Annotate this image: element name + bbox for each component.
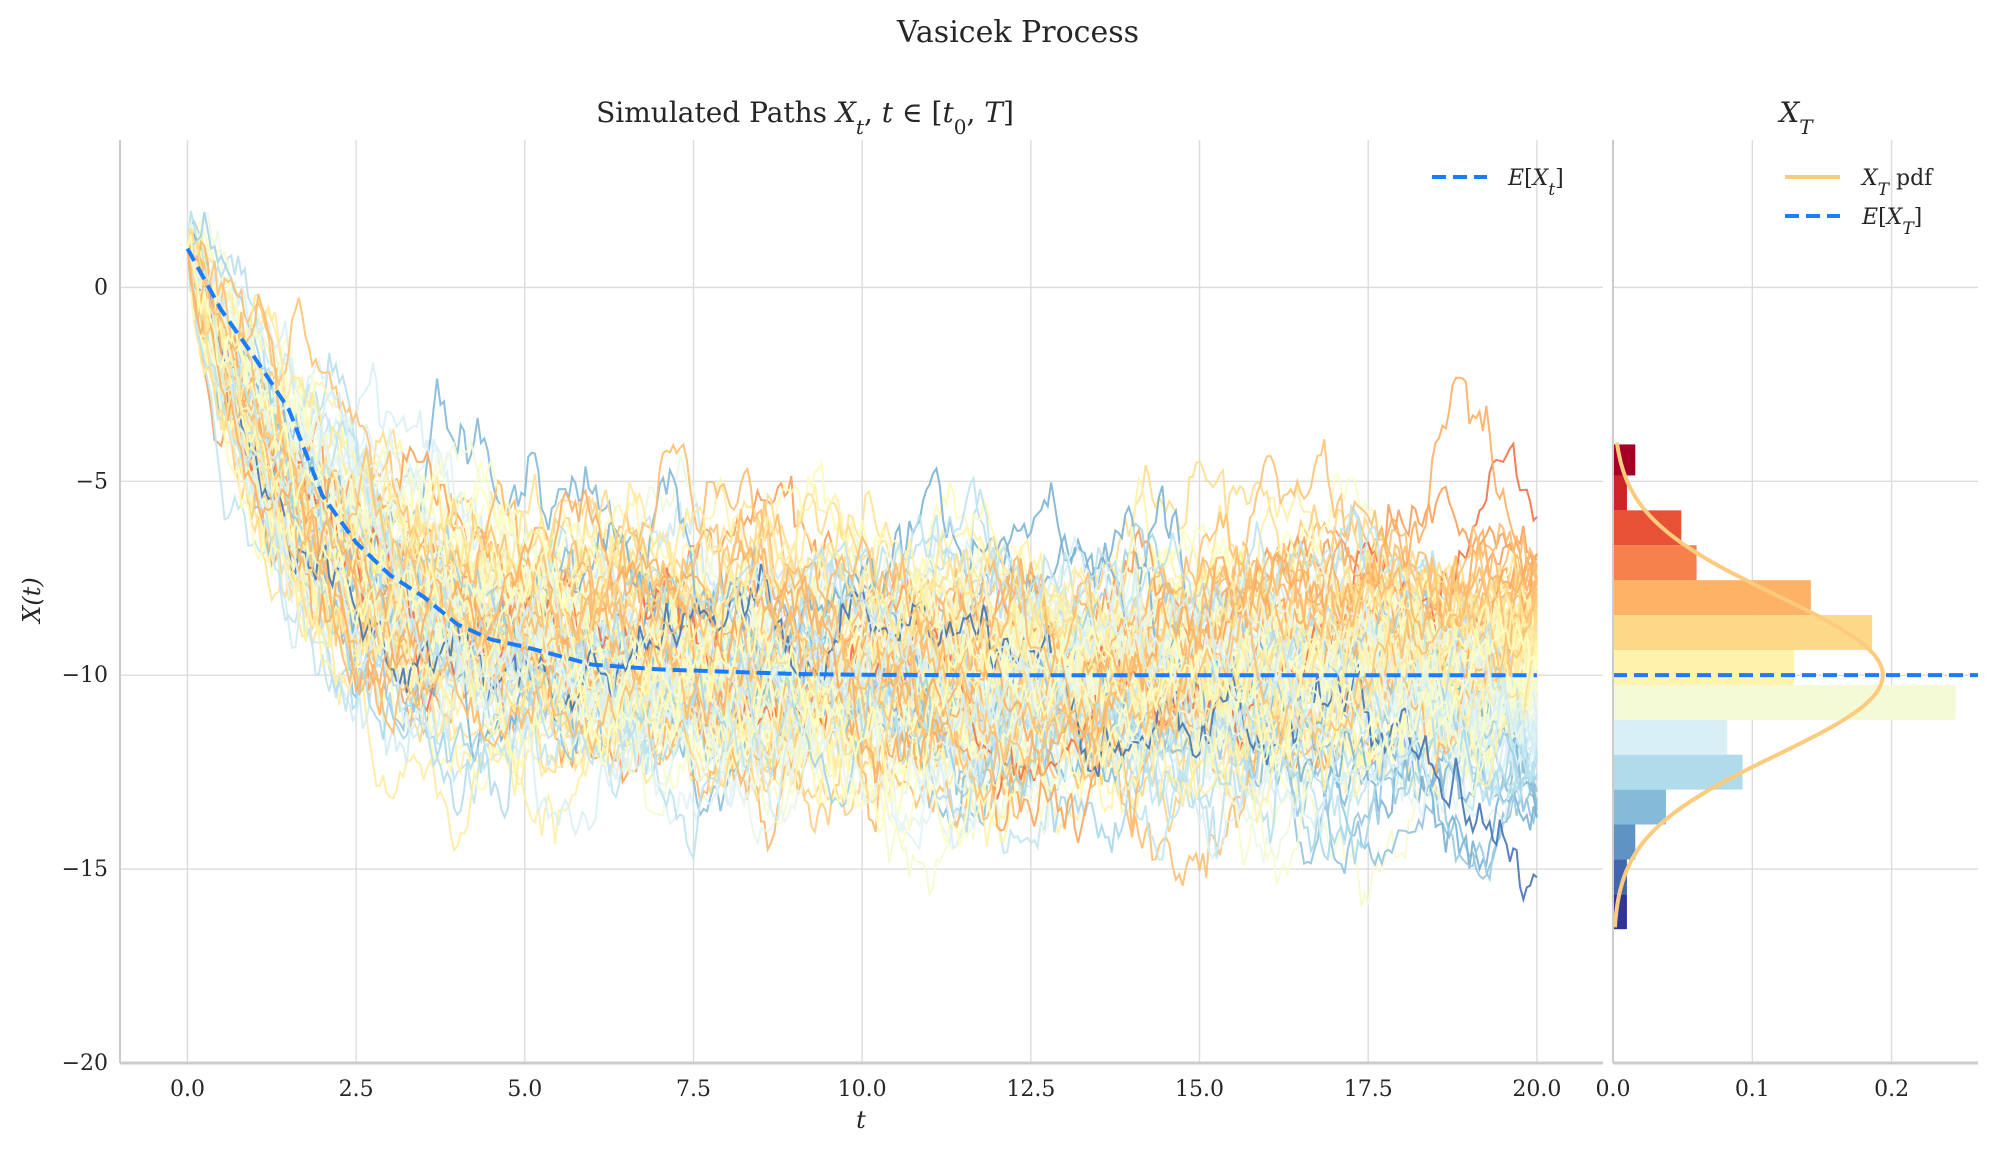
side-xtick-label: 0.1: [1735, 1077, 1770, 1102]
main-xtick-label: 5.0: [507, 1077, 542, 1102]
simulated-path: [186, 234, 1538, 815]
main-ylabel: X(t): [18, 577, 46, 624]
main-legend: E[Xt]: [1432, 166, 1564, 200]
main-xtick-label: 20.0: [1512, 1077, 1561, 1102]
side-xtick-label: 0.2: [1874, 1077, 1909, 1102]
side-axes: [1612, 140, 1978, 1065]
main-ytick-label: −20: [62, 1051, 108, 1076]
histogram-bar: [1613, 615, 1873, 650]
main-xtick-label: 10.0: [838, 1077, 887, 1102]
legend-label: XT pdf: [1860, 166, 1934, 200]
main-ytick-label: −5: [76, 469, 108, 494]
histogram-bar: [1613, 824, 1636, 860]
expected-value-path: [185, 247, 1537, 678]
simulated-path: [186, 248, 1538, 821]
main-xlabel: t: [856, 1106, 866, 1134]
main-xtick-label: 2.5: [339, 1077, 374, 1102]
expected-value-line: [185, 247, 1537, 678]
legend-label: E[XT]: [1861, 205, 1922, 239]
main-ytick-label: −15: [62, 857, 108, 882]
figure-suptitle: Vasicek Process: [896, 15, 1139, 50]
histogram-bar: [1613, 545, 1697, 581]
main-tick-labels: 0.0 2.5 5.0 7.5 10.0 12.5 15.0 17.5 20.0 0 −5 −10 −1…: [62, 275, 1562, 1102]
terminal-histogram: [1613, 444, 1956, 930]
simulated-paths: [186, 210, 1538, 907]
main-ytick-label: −10: [62, 663, 108, 688]
simulated-path: [186, 248, 1538, 755]
simulated-path: [186, 248, 1538, 804]
histogram-bar: [1613, 719, 1728, 755]
main-xtick-label: 15.0: [1175, 1077, 1224, 1102]
main-title: Simulated Paths Xt, t ∈ [t0, T]: [596, 96, 1014, 139]
simulated-paths-panel: 0.0 2.5 5.0 7.5 10.0 12.5 15.0 17.5 20.0 0 −5 −10 −1…: [18, 96, 1603, 1134]
main-xtick-label: 12.5: [1006, 1077, 1055, 1102]
side-tick-labels: 0.0 0.1 0.2: [1596, 1077, 1910, 1102]
side-title: XT: [1777, 96, 1814, 139]
histogram-bar: [1613, 510, 1682, 546]
histogram-bar: [1613, 684, 1956, 720]
main-xtick-label: 17.5: [1344, 1077, 1393, 1102]
side-legend: XT pdf E[XT]: [1785, 166, 1934, 239]
histogram-bar: [1613, 475, 1627, 511]
main-xtick-label: 7.5: [676, 1077, 711, 1102]
simulated-path: [186, 248, 1538, 809]
legend-label: E[Xt]: [1507, 166, 1564, 200]
simulated-path: [186, 248, 1538, 787]
main-axes: [119, 140, 1603, 1065]
main-ytick-label: 0: [94, 275, 108, 300]
simulated-path: [186, 242, 1538, 782]
histogram-bar: [1613, 649, 1795, 685]
pdf-curve: [1612, 442, 1885, 928]
histogram-bar: [1613, 789, 1666, 825]
simulated-path: [186, 248, 1538, 833]
side-xtick-label: 0.0: [1596, 1077, 1631, 1102]
terminal-pdf: [1612, 442, 1885, 928]
terminal-distribution-panel: 0.0 0.1 0.2 XT XT pdf E[XT]: [1596, 96, 1978, 1102]
main-xtick-label: 0.0: [170, 1077, 205, 1102]
simulated-path: [186, 248, 1538, 797]
simulated-path: [186, 248, 1538, 824]
